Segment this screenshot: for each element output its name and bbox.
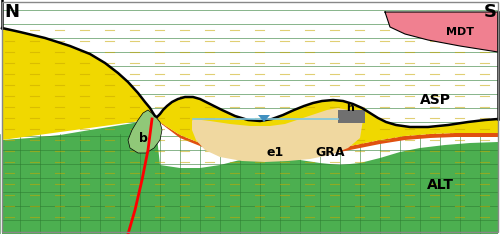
Text: ASP: ASP: [420, 93, 450, 107]
Text: GRA: GRA: [316, 146, 345, 158]
Text: e1: e1: [266, 146, 283, 158]
Text: ALT: ALT: [426, 178, 454, 192]
Polygon shape: [258, 115, 270, 122]
Polygon shape: [128, 110, 162, 153]
Polygon shape: [155, 119, 498, 160]
Polygon shape: [2, 28, 498, 156]
Text: b: b: [138, 132, 147, 145]
Polygon shape: [192, 108, 363, 162]
Polygon shape: [338, 110, 365, 123]
Text: h: h: [346, 103, 354, 113]
Polygon shape: [2, 119, 498, 234]
Text: S: S: [484, 3, 496, 21]
Text: N: N: [4, 3, 20, 21]
Polygon shape: [385, 12, 498, 52]
Text: MDT: MDT: [446, 27, 474, 37]
